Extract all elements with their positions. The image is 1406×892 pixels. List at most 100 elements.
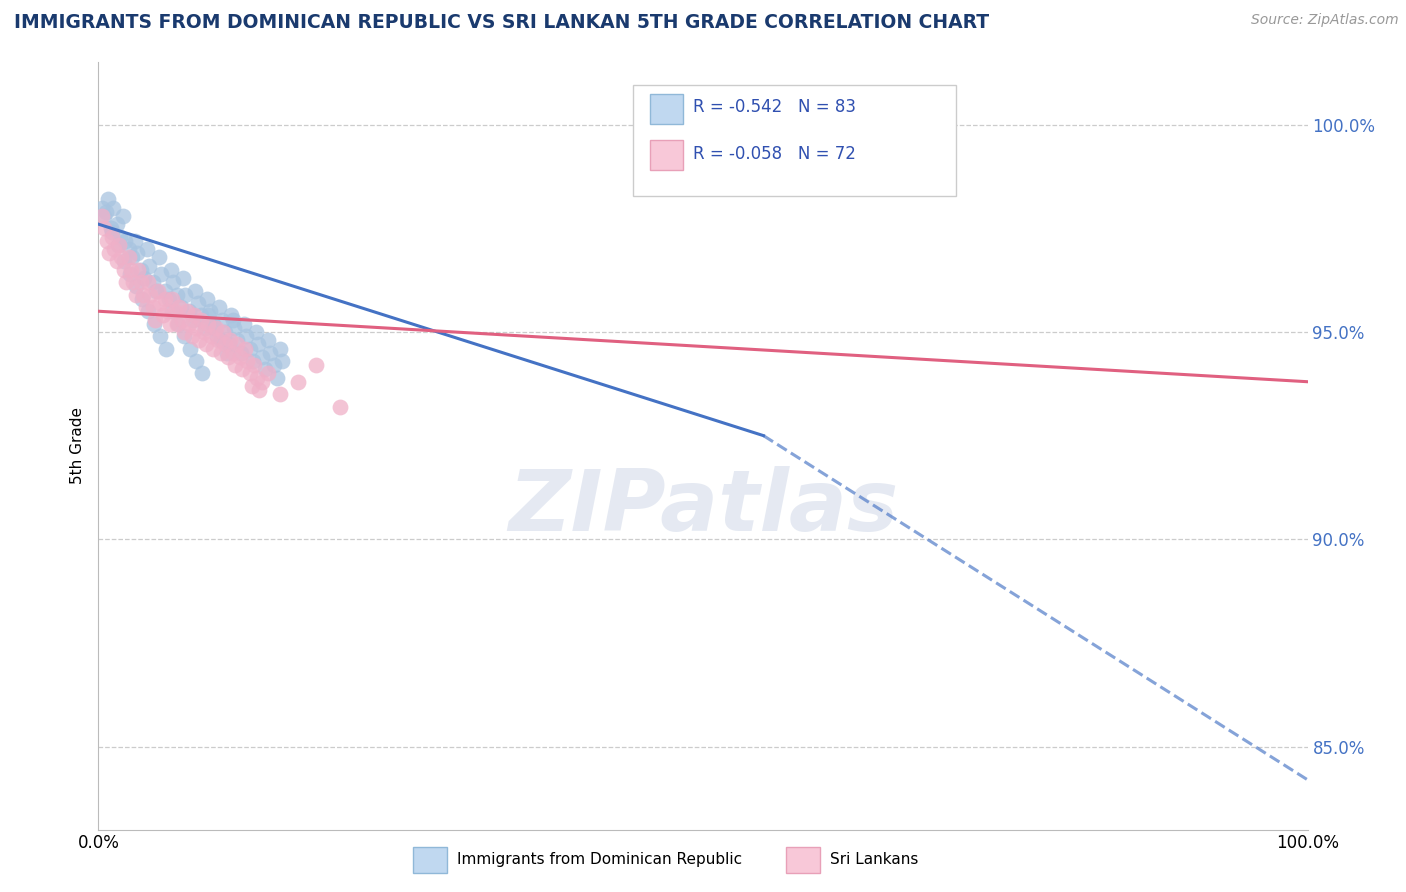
- Point: [204, 321, 226, 335]
- Point: [136, 304, 159, 318]
- Point: [100, 226, 122, 240]
- Point: [247, 337, 270, 351]
- Point: [118, 250, 141, 264]
- Point: [184, 284, 207, 298]
- Point: [125, 279, 148, 293]
- Point: [239, 367, 262, 381]
- Point: [155, 342, 177, 356]
- Point: [232, 317, 254, 331]
- Point: [136, 275, 159, 289]
- Point: [148, 250, 170, 264]
- Point: [221, 312, 243, 326]
- Point: [127, 262, 149, 277]
- Point: [143, 312, 166, 326]
- Point: [269, 387, 291, 401]
- Point: [101, 201, 124, 215]
- Point: [235, 329, 257, 343]
- Point: [186, 354, 208, 368]
- Point: [240, 379, 263, 393]
- Point: [91, 201, 114, 215]
- Text: IMMIGRANTS FROM DOMINICAN REPUBLIC VS SRI LANKAN 5TH GRADE CORRELATION CHART: IMMIGRANTS FROM DOMINICAN REPUBLIC VS SR…: [14, 13, 990, 32]
- Point: [93, 209, 115, 223]
- Point: [124, 234, 146, 248]
- Point: [176, 304, 198, 318]
- Point: [107, 238, 129, 252]
- Point: [209, 345, 232, 359]
- Point: [200, 329, 222, 343]
- Point: [211, 312, 233, 326]
- Point: [157, 292, 180, 306]
- Point: [97, 192, 120, 206]
- Point: [118, 242, 141, 256]
- Point: [187, 296, 209, 310]
- Point: [162, 275, 184, 289]
- Point: [121, 250, 143, 264]
- Point: [146, 284, 169, 298]
- Point: [156, 304, 179, 318]
- Point: [239, 342, 262, 356]
- Text: ZIPatlas: ZIPatlas: [508, 466, 898, 549]
- Point: [222, 321, 245, 335]
- Point: [172, 271, 194, 285]
- Point: [160, 292, 183, 306]
- Point: [190, 309, 212, 323]
- Point: [250, 350, 273, 364]
- Point: [139, 287, 162, 301]
- Point: [153, 284, 176, 298]
- Point: [120, 262, 142, 277]
- Point: [129, 275, 152, 289]
- Point: [103, 242, 125, 256]
- Point: [108, 229, 131, 244]
- Point: [160, 304, 183, 318]
- Point: [125, 287, 148, 301]
- Point: [153, 292, 176, 306]
- Point: [250, 375, 273, 389]
- Point: [112, 262, 135, 277]
- Point: [204, 321, 226, 335]
- Point: [197, 309, 219, 323]
- Point: [131, 292, 153, 306]
- Point: [242, 354, 264, 368]
- Point: [108, 238, 131, 252]
- Point: [207, 333, 229, 347]
- Point: [181, 312, 204, 326]
- Point: [167, 317, 190, 331]
- Point: [169, 300, 191, 314]
- Point: [256, 333, 278, 347]
- Point: [193, 325, 215, 339]
- Point: [254, 362, 277, 376]
- Point: [269, 342, 291, 356]
- Point: [259, 345, 281, 359]
- Point: [218, 337, 240, 351]
- Point: [202, 317, 225, 331]
- Point: [179, 304, 201, 318]
- Point: [143, 317, 166, 331]
- Point: [236, 354, 259, 368]
- Point: [122, 275, 145, 289]
- Point: [115, 275, 138, 289]
- Point: [118, 267, 141, 281]
- Point: [174, 287, 197, 301]
- Point: [263, 358, 285, 372]
- Point: [215, 345, 238, 359]
- Point: [202, 342, 225, 356]
- Point: [138, 259, 160, 273]
- Point: [256, 367, 278, 381]
- Point: [100, 229, 122, 244]
- Point: [221, 345, 243, 359]
- Point: [233, 342, 256, 356]
- Point: [183, 309, 205, 323]
- Point: [166, 287, 188, 301]
- Point: [219, 333, 242, 347]
- Point: [208, 300, 231, 314]
- Point: [221, 309, 243, 323]
- Point: [152, 309, 174, 323]
- Y-axis label: 5th Grade: 5th Grade: [69, 408, 84, 484]
- Point: [170, 312, 193, 326]
- Point: [132, 287, 155, 301]
- Point: [134, 271, 156, 285]
- Point: [305, 358, 328, 372]
- Point: [243, 358, 266, 372]
- Text: R = -0.542   N = 83: R = -0.542 N = 83: [693, 98, 856, 116]
- Point: [246, 370, 269, 384]
